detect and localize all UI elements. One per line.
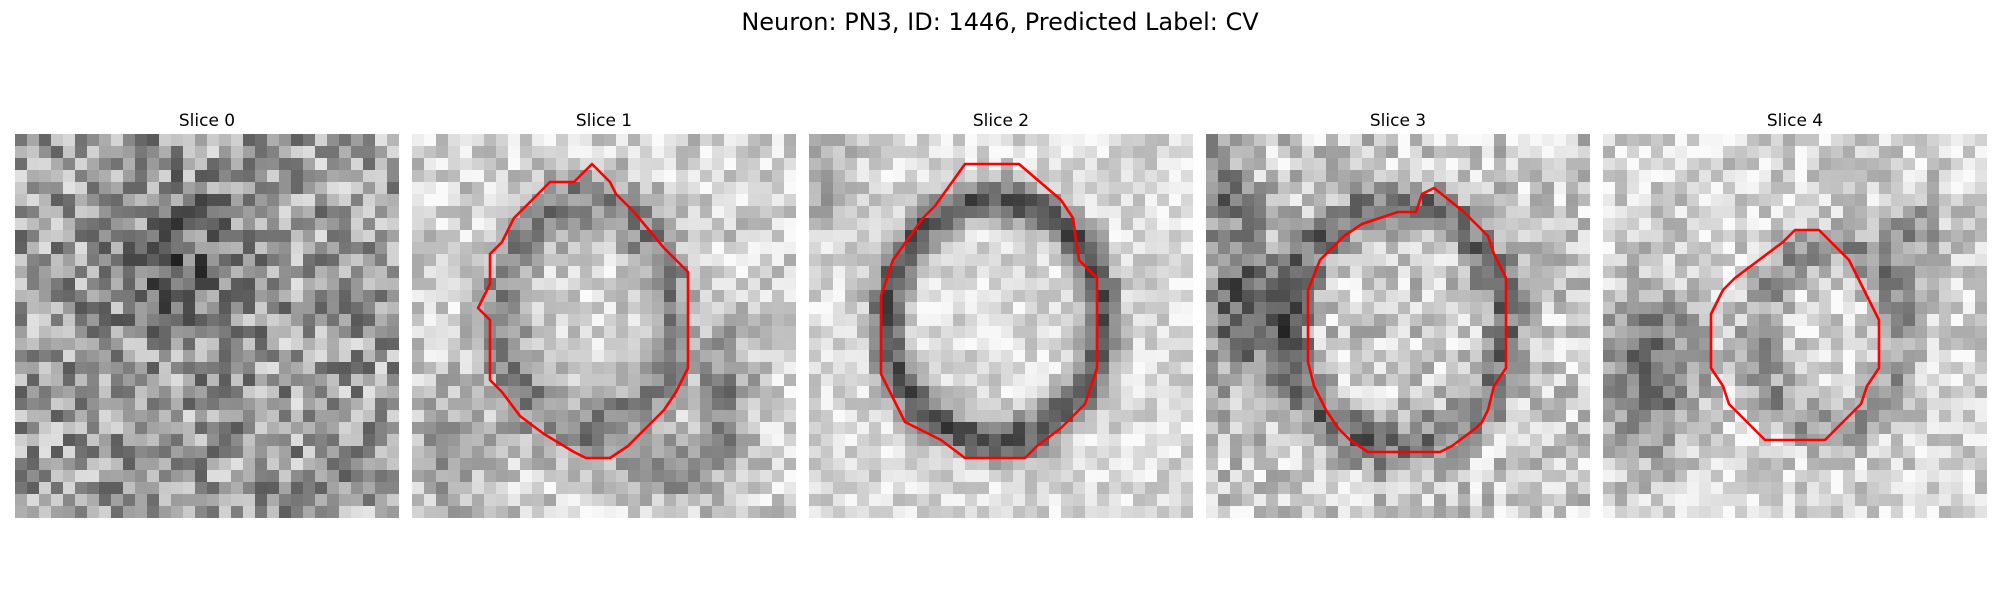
slice-image-4 [1603,134,1987,518]
contour-outline-1 [476,162,690,460]
figure-title: Neuron: PN3, ID: 1446, Predicted Label: … [741,8,1259,36]
slice-image-1 [412,134,796,518]
slice-image-3 [1206,134,1590,518]
contour-outline-4 [1709,228,1881,442]
slice-panel-1: Slice 1 [412,110,796,518]
slice-title-1: Slice 1 [575,111,633,131]
slice-panel-4: Slice 4 [1603,110,1987,518]
contour-outline-2 [879,162,1099,460]
slice-title-0: Slice 0 [178,111,236,131]
slice-title-2: Slice 2 [972,111,1030,131]
slice-image-0 [15,134,399,518]
slice-title-4: Slice 4 [1766,111,1824,131]
slice-title-3: Slice 3 [1369,111,1427,131]
contour-outline-3 [1306,186,1508,454]
slice-panel-3: Slice 3 [1206,110,1590,518]
slice-panel-2: Slice 2 [809,110,1193,518]
slice-panel-0: Slice 0 [15,110,399,518]
slice-image-2 [809,134,1193,518]
